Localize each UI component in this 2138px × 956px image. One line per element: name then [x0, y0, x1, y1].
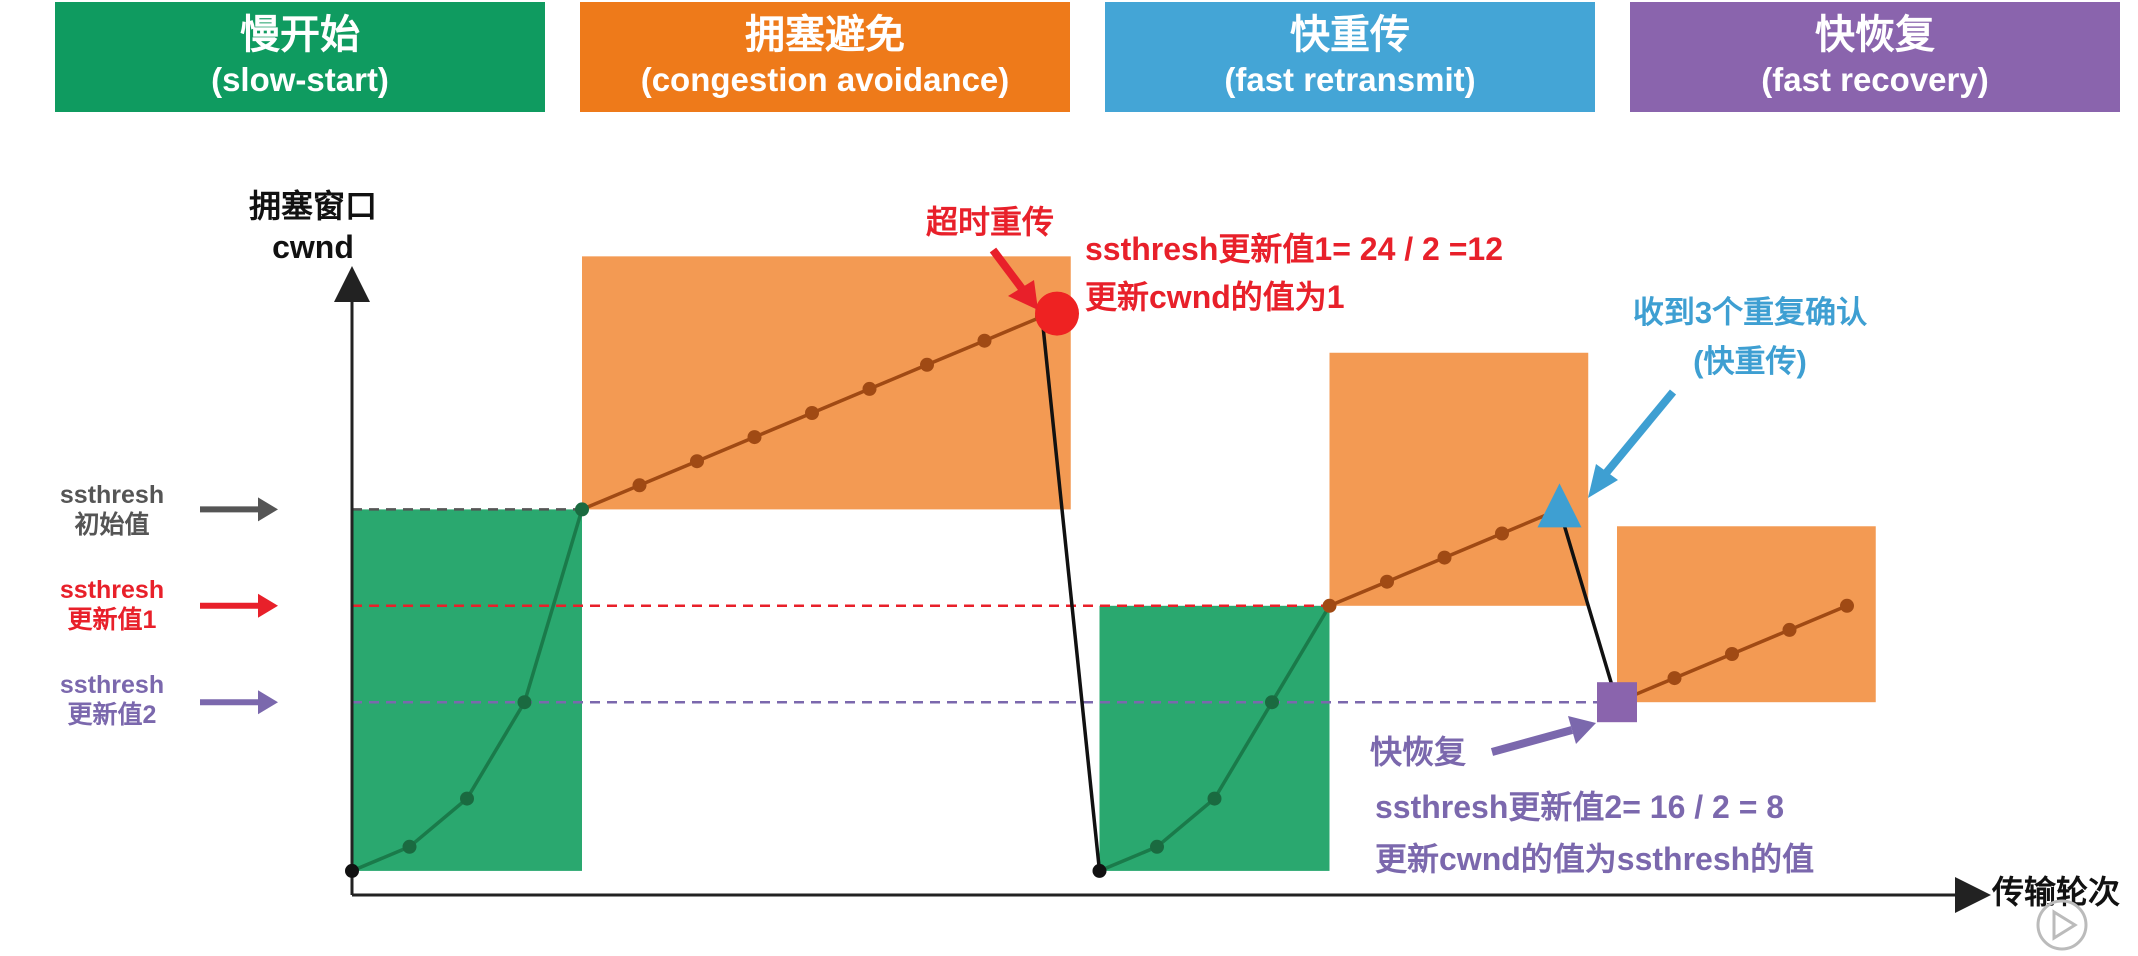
cwnd-segment [696, 435, 756, 463]
cwnd-segment [1673, 652, 1733, 680]
cwnd-point [920, 357, 934, 372]
phase-region-4 [1617, 526, 1876, 703]
fast-recovery-arrow [1490, 726, 1574, 756]
cwnd-reset-text: 更新cwnd的值为1 [1085, 279, 1345, 315]
cwnd-point [805, 406, 819, 420]
threshold-arrow-head-0 [258, 497, 278, 522]
cwnd-point [1150, 839, 1164, 854]
dupack-marker [1537, 483, 1582, 528]
cwnd-segment [1557, 508, 1619, 703]
cwnd-segment [408, 797, 469, 849]
cwnd-point [402, 839, 417, 854]
dupack-arrow [1598, 389, 1677, 481]
y-axis-label-line1: 拥塞窗口 [249, 188, 377, 224]
cwnd-segment [465, 701, 527, 800]
threshold-label-initial-line2: 初始值 [74, 511, 149, 539]
cwnd-segment [581, 483, 641, 512]
dupack-text-line1: 收到3个重复确认 [1633, 295, 1867, 330]
threshold-label-update2-line2: 更新值2 [68, 700, 157, 729]
cwnd-point [575, 502, 589, 517]
video-play-button[interactable] [2036, 899, 2088, 951]
phase-banner-congestion-avoidance: 拥塞避免 (congestion avoidance) [580, 2, 1070, 112]
dupack-text-line2: (快重传) [1693, 344, 1807, 379]
ssthresh-update1-text: ssthresh更新值1= 24 / 2 =12 [1085, 231, 1503, 267]
cwnd-segment [1212, 701, 1274, 800]
timeout-label: 超时重传 [926, 204, 1054, 240]
cwnd-point [862, 381, 877, 396]
phase-banner-fast-recovery: 快恢复 (fast recovery) [1630, 2, 2120, 112]
cwnd-point [517, 695, 532, 710]
dupack-arrow-head [1588, 464, 1618, 498]
cwnd-point [1207, 791, 1222, 806]
cwnd-point [977, 333, 992, 348]
cwnd-point [690, 454, 704, 469]
cwnd-point [345, 863, 359, 878]
x-axis-label: 传输轮次 [1991, 874, 2120, 910]
phase-region-3 [1329, 352, 1589, 606]
cwnd-point [632, 478, 647, 493]
threshold-label-update2-line1: ssthresh [60, 671, 164, 699]
phase-subtitle: (fast recovery) [1761, 61, 1989, 98]
cwnd-point [1495, 526, 1509, 541]
y-axis-label-line2: cwnd [272, 229, 354, 265]
timeout-arrow-head [1008, 280, 1038, 310]
play-icon [2052, 909, 2078, 941]
threshold-arrow-head-2 [258, 690, 278, 715]
phase-title: 快恢复 [1815, 13, 1935, 57]
threshold-label-update1-line1: ssthresh [60, 576, 164, 604]
phase-banner-fast-retransmit: 快重传 (fast retransmit) [1105, 2, 1595, 112]
phase-region-1 [582, 256, 1071, 510]
threshold-arrow-head-1 [258, 593, 278, 618]
timeout-arrow [989, 247, 1027, 293]
cwnd-segment [868, 363, 928, 391]
cwnd-segment [926, 339, 986, 367]
cwnd-point [1265, 695, 1279, 710]
cwnd-point [460, 791, 474, 806]
phase-title: 慢开始 [240, 13, 360, 57]
phase-region-2 [1099, 605, 1330, 871]
phase-title: 拥塞避免 [745, 13, 905, 57]
cwnd-segment [1155, 797, 1216, 849]
cwnd-point [1322, 598, 1337, 613]
cwnd-segment [811, 387, 871, 415]
cwnd-point [1725, 647, 1739, 661]
phase-region-0 [352, 509, 582, 871]
cwnd-segment [1731, 628, 1791, 656]
cwnd-segment [1040, 316, 1102, 872]
cwnd-segment [1386, 555, 1446, 584]
cwnd-point [1667, 671, 1682, 686]
cwnd-segment [1328, 580, 1388, 608]
cwnd-segment [1443, 531, 1503, 560]
phase-subtitle: (congestion avoidance) [640, 61, 1010, 98]
fast-recovery-label: 快恢复 [1370, 734, 1466, 770]
ssthresh-update2-text: ssthresh更新值2= 16 / 2 = 8 [1375, 789, 1784, 825]
cwnd-point [1840, 598, 1854, 613]
phase-subtitle: (fast retransmit) [1224, 61, 1476, 98]
cwnd-point [1782, 622, 1797, 637]
cwnd-segment [351, 845, 411, 873]
cwnd-segment [983, 314, 1043, 343]
cwnd-segment [522, 508, 584, 703]
cwnd-set-to-ssthresh-text: 更新cwnd的值为ssthresh的值 [1375, 841, 1814, 877]
cwnd-point [1092, 863, 1107, 878]
threshold-label-update1-line2: 更新值1 [68, 605, 157, 634]
phase-banner-slow-start: 慢开始 (slow-start) [55, 2, 545, 112]
cwnd-segment [1788, 604, 1848, 632]
phase-title: 快重传 [1290, 13, 1410, 57]
cwnd-segment [1098, 845, 1158, 873]
cwnd-segment [638, 459, 698, 487]
phase-subtitle: (slow-start) [211, 61, 389, 98]
fast-recovery-arrow-head [1568, 716, 1596, 744]
cwnd-segment [1270, 604, 1332, 704]
cwnd-point [747, 430, 762, 445]
cwnd-point [1380, 574, 1394, 589]
fast-recovery-marker [1597, 682, 1637, 723]
cwnd-segment [753, 411, 813, 439]
cwnd-point [1437, 550, 1452, 565]
threshold-label-initial-line1: ssthresh [60, 481, 164, 509]
threshold-legend: ssthresh 初始值 ssthresh 更新值1 ssthresh 更新值2 [60, 481, 278, 729]
timeout-marker [1035, 291, 1079, 336]
